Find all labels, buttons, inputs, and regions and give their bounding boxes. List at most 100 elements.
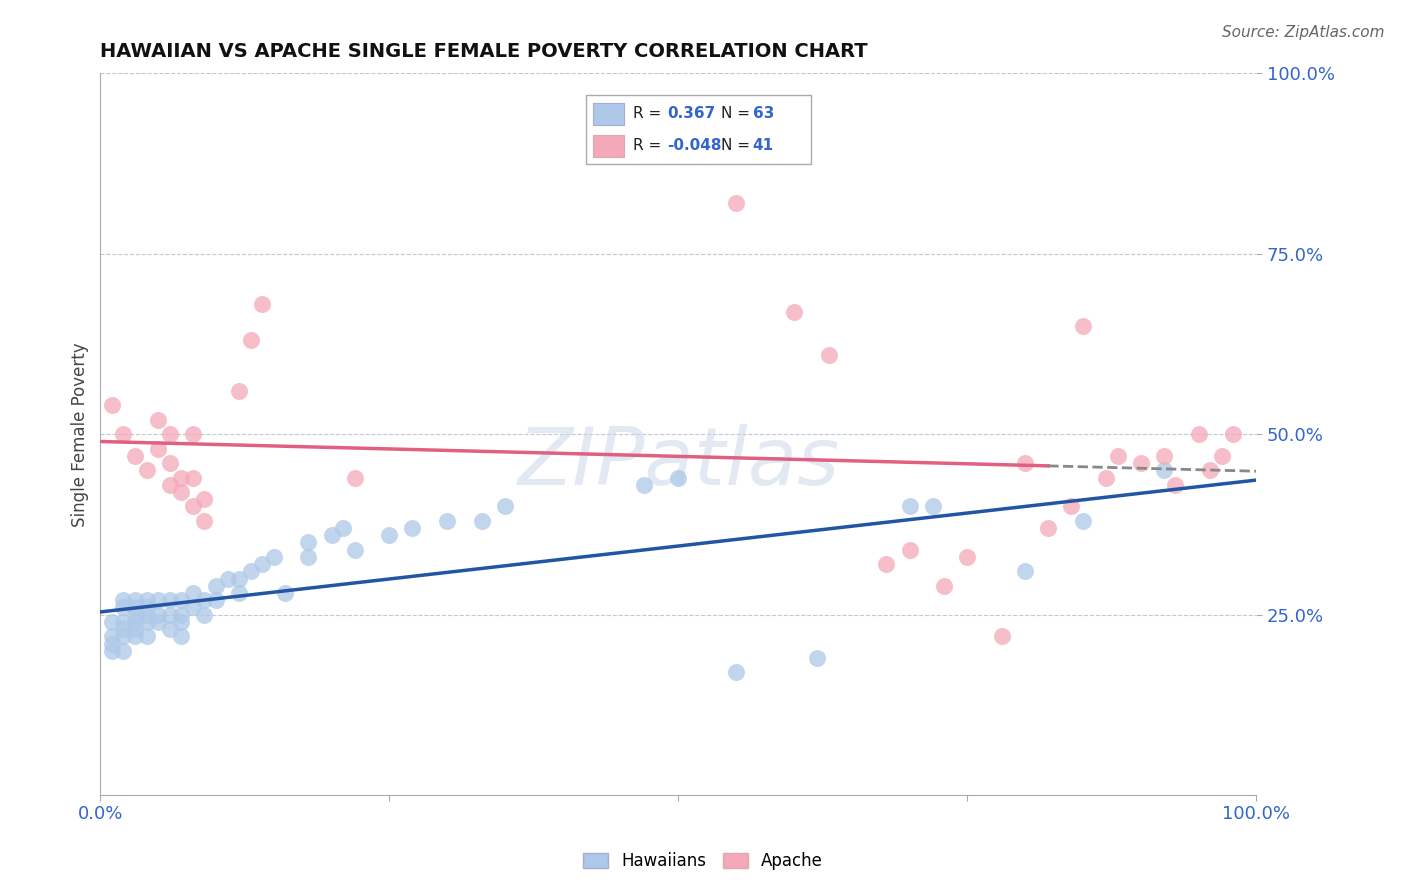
Point <box>725 196 748 211</box>
Point <box>124 449 146 463</box>
Point <box>124 615 146 629</box>
Point <box>112 427 135 442</box>
Point <box>1222 427 1244 442</box>
Point <box>124 600 146 615</box>
Point <box>159 622 181 636</box>
Point <box>124 622 146 636</box>
Point <box>159 427 181 442</box>
Point <box>633 477 655 491</box>
Point <box>228 586 250 600</box>
Point <box>124 629 146 643</box>
Point <box>181 470 204 484</box>
Point <box>101 398 124 412</box>
Point <box>146 607 169 622</box>
Point <box>875 557 897 571</box>
Point <box>101 644 124 658</box>
Point <box>250 297 273 311</box>
Point <box>956 549 979 564</box>
Point <box>239 334 262 348</box>
Point <box>343 542 366 557</box>
Point <box>193 607 215 622</box>
Point <box>1014 565 1036 579</box>
Point <box>112 615 135 629</box>
Y-axis label: Single Female Poverty: Single Female Poverty <box>72 342 89 526</box>
Point <box>1071 318 1094 333</box>
Point <box>170 607 193 622</box>
Legend: Hawaiians, Apache: Hawaiians, Apache <box>576 846 830 877</box>
Point <box>181 427 204 442</box>
Point <box>817 348 839 362</box>
Point <box>146 413 169 427</box>
Point <box>934 579 956 593</box>
Point <box>1014 456 1036 470</box>
Point <box>101 636 124 650</box>
Point <box>898 500 921 514</box>
Point <box>401 521 423 535</box>
Point <box>112 629 135 643</box>
Point <box>170 615 193 629</box>
Point <box>250 557 273 571</box>
Point <box>135 600 157 615</box>
Point <box>170 593 193 607</box>
Point <box>146 593 169 607</box>
Point <box>135 607 157 622</box>
Point <box>471 514 494 528</box>
Point <box>991 629 1014 643</box>
Point <box>159 477 181 491</box>
Point <box>135 463 157 477</box>
Point <box>135 629 157 643</box>
Point <box>159 607 181 622</box>
Point <box>228 384 250 398</box>
Point <box>181 500 204 514</box>
Point <box>170 470 193 484</box>
Point <box>378 528 401 542</box>
Point <box>806 651 828 665</box>
Point <box>135 593 157 607</box>
Point <box>239 565 262 579</box>
Point <box>193 514 215 528</box>
Point <box>112 593 135 607</box>
Point <box>1153 463 1175 477</box>
Point <box>321 528 343 542</box>
Point <box>112 600 135 615</box>
Point <box>666 470 689 484</box>
Point <box>1211 449 1233 463</box>
Point <box>1164 477 1187 491</box>
Point <box>898 542 921 557</box>
Point <box>135 615 157 629</box>
Text: HAWAIIAN VS APACHE SINGLE FEMALE POVERTY CORRELATION CHART: HAWAIIAN VS APACHE SINGLE FEMALE POVERTY… <box>100 42 868 61</box>
Point <box>1199 463 1222 477</box>
Point <box>101 615 124 629</box>
Point <box>1071 514 1094 528</box>
Text: ZIPatlas: ZIPatlas <box>517 424 839 502</box>
Point <box>725 665 748 680</box>
Point <box>193 492 215 507</box>
Point <box>124 593 146 607</box>
Point <box>112 622 135 636</box>
Point <box>1153 449 1175 463</box>
Point <box>921 500 943 514</box>
Point <box>783 304 806 318</box>
Point <box>1038 521 1060 535</box>
Point <box>159 456 181 470</box>
Point <box>1107 449 1129 463</box>
Point <box>297 549 319 564</box>
Point <box>297 535 319 549</box>
Point <box>494 500 516 514</box>
Text: Source: ZipAtlas.com: Source: ZipAtlas.com <box>1222 25 1385 40</box>
Point <box>436 514 458 528</box>
Point <box>1060 500 1083 514</box>
Point <box>101 629 124 643</box>
Point <box>332 521 354 535</box>
Point <box>170 629 193 643</box>
Point <box>274 586 297 600</box>
Point <box>146 615 169 629</box>
Point <box>124 607 146 622</box>
Point <box>112 644 135 658</box>
Point <box>205 593 228 607</box>
Point <box>228 572 250 586</box>
Point <box>193 593 215 607</box>
Point <box>170 485 193 500</box>
Point <box>217 572 239 586</box>
Point <box>263 549 285 564</box>
